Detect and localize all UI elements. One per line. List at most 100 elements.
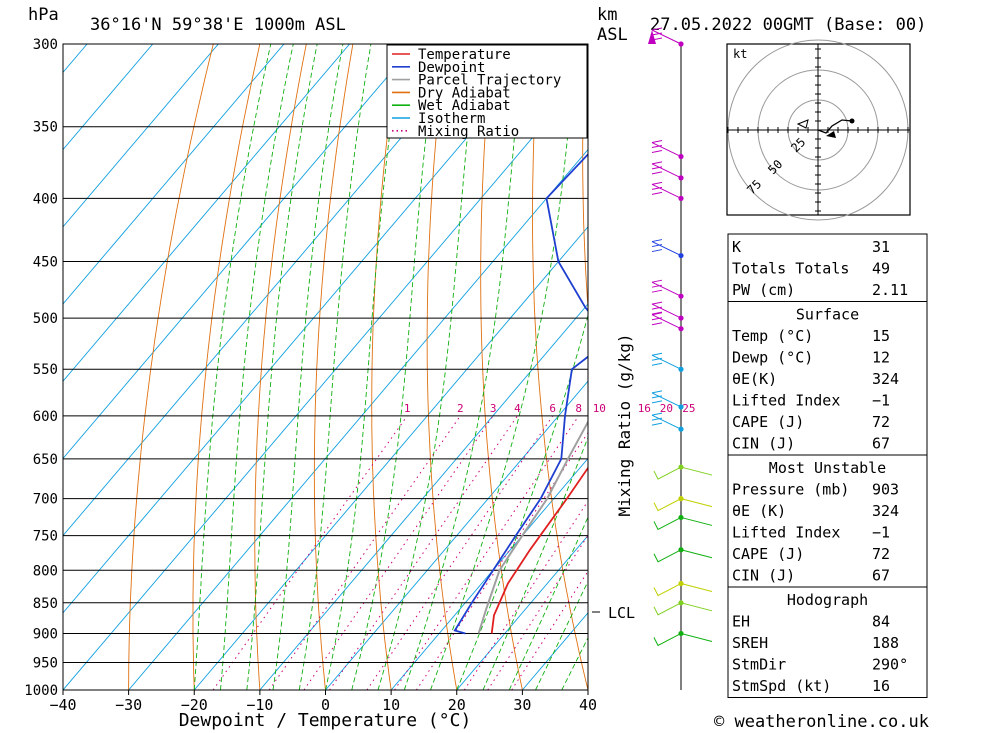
mixing-ratio-line [487, 534, 588, 690]
hpa-label: hPa [28, 5, 59, 25]
index-value: 12 [872, 349, 890, 367]
pressure-tick-label: 800 [33, 563, 58, 579]
hodograph-unit-label: kt [733, 47, 747, 61]
hodograph-marker [796, 119, 809, 129]
index-label: θE(K) [732, 370, 777, 388]
pressure-tick-label: 850 [33, 596, 58, 612]
wet-adiabat-line [351, 44, 438, 690]
mixing-ratio-line [366, 415, 554, 690]
asl-label: ASL [597, 25, 628, 45]
index-label: StmSpd (kt) [732, 677, 831, 695]
index-value: 188 [872, 634, 899, 652]
wet-adiabat-line [246, 44, 318, 690]
location-title: 36°16'N 59°38'E 1000m ASL [90, 15, 346, 35]
wind-barb-icon [653, 466, 713, 480]
index-value: 84 [872, 613, 890, 631]
isotherm-line [128, 148, 588, 690]
index-label: PW (cm) [732, 281, 795, 299]
isotherm-line [259, 303, 588, 690]
mixing-ratio-line [463, 500, 588, 690]
isotherm-line [63, 44, 219, 228]
mixing-ratio-line [329, 415, 518, 690]
series-line-parcel-trajectory [477, 419, 588, 634]
isotherm-line [63, 44, 416, 460]
wind-barb-icon [653, 549, 713, 563]
pressure-tick-label: 400 [33, 191, 58, 207]
pressure-tick-label: 750 [33, 529, 58, 545]
mixing-ratio-tick-label: 10 [593, 402, 606, 415]
wind-barb-icon [651, 301, 682, 319]
pressure-tick-label: 1000 [24, 683, 58, 699]
index-label: Lifted Index [732, 392, 840, 410]
index-value: 903 [872, 481, 899, 499]
mixing-ratio-line [511, 570, 588, 690]
legend-label: Parcel Trajectory [418, 73, 561, 89]
mixing-ratio-tick-label: 3 [490, 402, 497, 415]
dry-adiabat-line [371, 44, 400, 690]
temperature-tick-label: −20 [181, 696, 208, 714]
mixing-ratio-tick-label: 20 [660, 402, 673, 415]
pressure-tick-label: 300 [33, 37, 58, 53]
index-value: 72 [872, 545, 890, 563]
pressure-tick-label: 500 [33, 311, 58, 327]
hodograph-box-box [727, 586, 928, 698]
isotherm-line [63, 44, 154, 151]
temperature-tick-label: 20 [448, 696, 466, 714]
isotherm-line [63, 44, 285, 305]
index-value: −1 [872, 392, 890, 410]
wind-barb-icon [653, 498, 713, 512]
legend-label: Mixing Ratio [418, 124, 519, 140]
mixing-ratio-line [212, 415, 408, 690]
pressure-tick-label: 650 [33, 452, 58, 468]
plot-frame [62, 43, 589, 691]
wet-adiabat-line [508, 516, 588, 690]
isotherm-line [325, 380, 588, 690]
isotherm-line [63, 44, 350, 382]
mixing-ratio-tick-label: 1 [404, 402, 411, 415]
isotherm-line [390, 457, 588, 690]
index-label: Pressure (mb) [732, 481, 849, 499]
mixing-ratio-tick-label: 2 [457, 402, 464, 415]
mixing-ratio-tick-label: 16 [638, 402, 651, 415]
wind-barb-icon [651, 181, 682, 199]
index-label: CIN (J) [732, 567, 795, 585]
legend-label: Temperature [418, 47, 511, 63]
profiles [453, 153, 588, 635]
pressure-tick-label: 700 [33, 492, 58, 508]
index-value: 49 [872, 260, 890, 278]
index-value: 15 [872, 327, 890, 345]
wind-barb-icon [653, 583, 713, 597]
index-value: 2.11 [872, 281, 908, 299]
index-section-title: Surface [796, 306, 859, 324]
hodograph-trace [817, 119, 853, 134]
index-label: Temp (°C) [732, 327, 813, 345]
dry-adiabat-line [480, 44, 523, 690]
index-label: Totals Totals [732, 260, 849, 278]
index-value: −1 [872, 524, 890, 542]
isotherm-line [63, 71, 588, 690]
index-label: CAPE (J) [732, 413, 804, 431]
temperature-tick-label: 40 [579, 696, 597, 714]
temperature-tick-label: 10 [382, 696, 400, 714]
hodograph-endpoint [849, 118, 855, 124]
index-value: 67 [872, 567, 890, 585]
index-label: CAPE (J) [732, 545, 804, 563]
temperature-ticks: −40 −30 −20 −10 0 10 20 30 40 [49, 690, 597, 714]
dry-adiabat-line [254, 44, 307, 690]
top-flag-icon [648, 30, 656, 44]
index-tables: K 31 Totals Totals 49 PW (cm) 2.11 Surface Temp… [727, 233, 928, 698]
wind-barb-icon [653, 632, 713, 647]
index-label: θE (K) [732, 502, 786, 520]
wind-barb-icon [653, 516, 713, 531]
mixing-ratio-line [303, 415, 494, 690]
mixing-ratio-tick-label: 8 [575, 402, 582, 415]
pressure-tick-label: 950 [33, 655, 58, 671]
storm-motion-marker [826, 131, 836, 138]
pressure-tick-label: 350 [33, 120, 58, 136]
pressure-tick-label: 600 [33, 409, 58, 425]
index-value: 16 [872, 677, 890, 695]
lcl-label: LCL [608, 604, 635, 622]
series-line-temperature [490, 466, 588, 634]
index-label: Dewp (°C) [732, 349, 813, 367]
